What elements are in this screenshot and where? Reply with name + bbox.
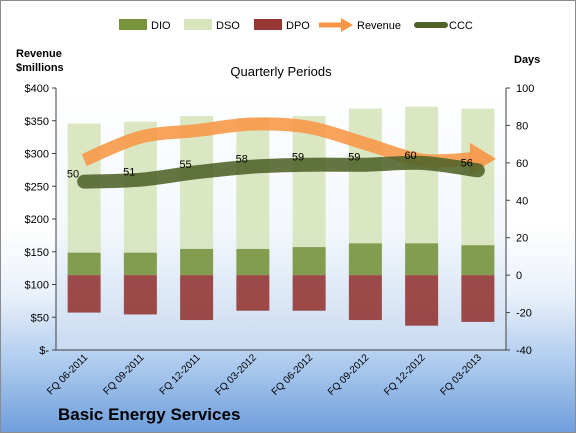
x-tick-label: FQ 09-2011 <box>102 352 147 397</box>
x-tick-label: FQ 12-2012 <box>382 352 428 398</box>
bar-dpo <box>67 275 101 313</box>
ccc-data-label: 55 <box>179 159 191 171</box>
bar-dpo <box>405 275 439 326</box>
bar-dso <box>236 117 270 249</box>
legend-swatch-dio <box>119 19 147 30</box>
bar-dpo <box>236 275 270 311</box>
legend-label-ccc: CCC <box>449 20 473 32</box>
x-tick-label: FQ 12-2011 <box>158 352 203 397</box>
right-tick-label: 0 <box>516 270 522 282</box>
right-axis-title: Days <box>514 54 540 66</box>
right-tick-label: -40 <box>516 345 532 357</box>
left-tick-label: $100 <box>25 280 49 292</box>
left-tick-label: $350 <box>25 116 49 128</box>
legend-label-dpo: DPO <box>286 20 310 32</box>
left-axis-title-line2: $millions <box>16 62 64 74</box>
left-tick-label: $150 <box>25 247 49 259</box>
bar-dio <box>236 248 270 276</box>
bar-dio <box>292 247 326 276</box>
right-tick-label: -20 <box>516 308 532 320</box>
bar-dpo <box>180 275 214 321</box>
legend-label-dio: DIO <box>151 20 171 32</box>
bar-dio <box>180 248 214 276</box>
ccc-line <box>77 155 485 189</box>
left-tick-label: $200 <box>25 214 49 226</box>
ccc-data-label: 58 <box>236 154 248 166</box>
ccc-data-label: 60 <box>404 150 416 162</box>
ccc-data-label: 51 <box>123 167 135 179</box>
x-tick-label: FQ 06-2011 <box>45 352 90 397</box>
legend-swatch-dpo <box>254 19 282 30</box>
bar-dso <box>405 106 439 244</box>
legend-label-dso: DSO <box>216 20 240 32</box>
right-tick-label: 40 <box>516 195 528 207</box>
legend-swatch-dso <box>184 19 212 30</box>
legend-arrow-revenue <box>341 18 353 32</box>
legend-label-revenue: Revenue <box>357 20 401 32</box>
left-tick-label: $400 <box>25 83 49 95</box>
ccc-data-label: 56 <box>461 157 473 169</box>
bar-dio <box>348 243 382 276</box>
left-tick-label: $- <box>39 345 49 357</box>
right-tick-label: 80 <box>516 120 528 132</box>
x-tick-label: FQ 06-2012 <box>270 352 316 398</box>
left-tick-label: $300 <box>25 149 49 161</box>
ccc-data-label: 50 <box>67 169 79 181</box>
company-name: Basic Energy Services <box>58 405 241 424</box>
bar-dso <box>292 116 326 248</box>
bar-dpo <box>292 275 326 311</box>
right-tick-label: 20 <box>516 233 528 245</box>
bar-dso <box>348 108 382 244</box>
bar-dio <box>67 252 101 276</box>
ccc-data-label: 59 <box>292 152 304 164</box>
bar-dio <box>123 252 157 276</box>
x-tick-label: FQ 03-2013 <box>438 352 484 398</box>
right-tick-label: 100 <box>516 83 534 95</box>
right-tick-label: 60 <box>516 158 528 170</box>
chart-subtitle: Quarterly Periods <box>230 64 332 79</box>
x-tick-label: FQ 03-2012 <box>213 352 259 398</box>
left-tick-label: $250 <box>25 181 49 193</box>
bar-dpo <box>461 275 495 322</box>
bar-dso <box>180 116 214 249</box>
bar-dpo <box>348 275 382 321</box>
left-axis-title-line1: Revenue <box>16 48 62 60</box>
bar-dio <box>405 243 439 276</box>
ccc-data-label: 59 <box>348 152 360 164</box>
x-tick-label: FQ 09-2012 <box>326 352 372 398</box>
bar-dpo <box>123 275 157 315</box>
left-tick-label: $50 <box>31 312 49 324</box>
bar-dio <box>461 245 495 276</box>
